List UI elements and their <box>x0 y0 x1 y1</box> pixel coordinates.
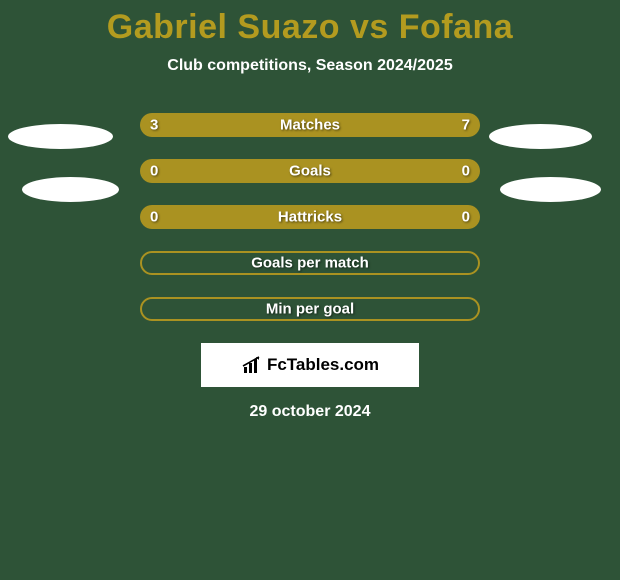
bar-label: Goals per match <box>142 255 478 272</box>
decorative-ellipse <box>22 177 119 202</box>
decorative-ellipse <box>500 177 601 202</box>
bar-label: Hattricks <box>140 209 480 226</box>
stat-bars: Matches37Goals00Hattricks00Goals per mat… <box>140 113 480 321</box>
bar-value-left: 0 <box>150 163 158 180</box>
stat-bar: Goals per match <box>140 251 480 275</box>
stat-bar: Hattricks0 0 <box>140 205 480 229</box>
bar-value-left: 3 <box>150 117 158 134</box>
stat-bar: Min per goal <box>140 297 480 321</box>
page-title: Gabriel Suazo vs Fofana <box>0 0 620 47</box>
decorative-ellipse <box>8 124 113 149</box>
bar-value-right: 0 <box>462 209 470 226</box>
page-subtitle: Club competitions, Season 2024/2025 <box>0 57 620 75</box>
stat-bar: Matches3 7 <box>140 113 480 137</box>
bar-value-left: 0 <box>150 209 158 226</box>
decorative-ellipse <box>489 124 592 149</box>
bar-label: Matches <box>140 117 480 134</box>
bar-value-right: 7 <box>462 117 470 134</box>
stat-bar: Goals0 0 <box>140 159 480 183</box>
bar-label: Goals <box>140 163 480 180</box>
infographic-container: Gabriel Suazo vs Fofana Club competition… <box>0 0 620 580</box>
logo-text: FcTables.com <box>267 355 379 375</box>
date-text: 29 october 2024 <box>0 403 620 421</box>
bars-icon <box>241 355 263 375</box>
bar-value-right: 0 <box>462 163 470 180</box>
logo-box: FcTables.com <box>201 343 419 387</box>
bar-label: Min per goal <box>142 301 478 318</box>
logo: FcTables.com <box>241 355 379 375</box>
